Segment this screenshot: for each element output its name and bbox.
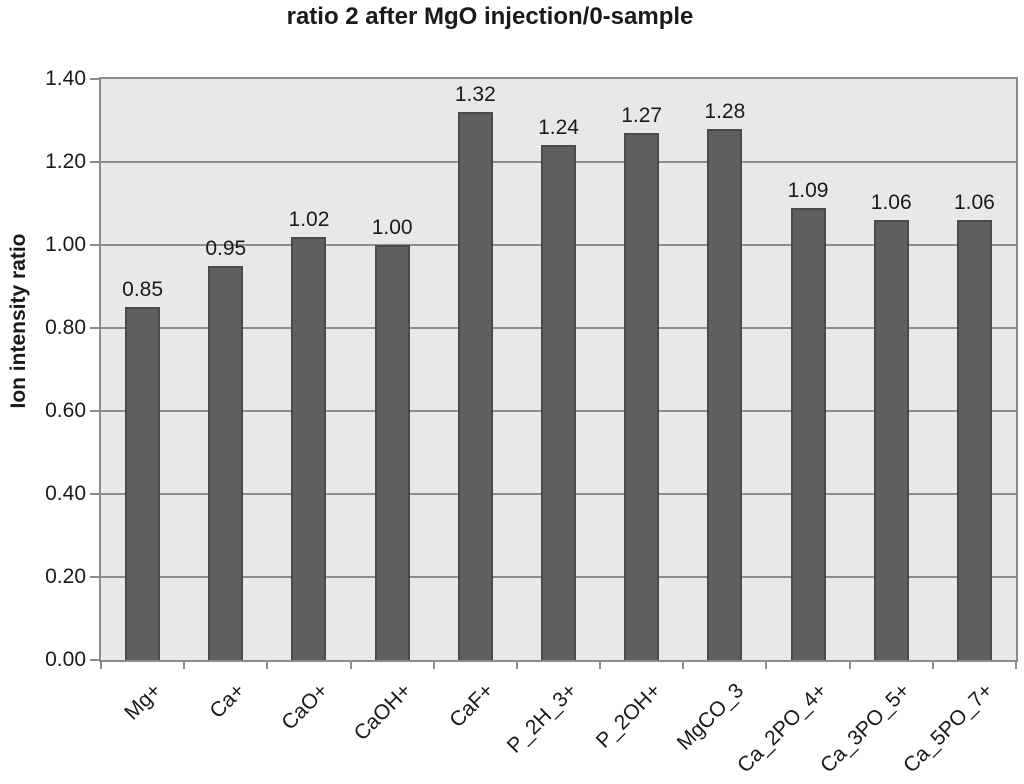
y-tick-label: 1.20 (45, 150, 86, 173)
bar-value-label: 1.06 (953, 191, 995, 215)
bar (125, 307, 161, 660)
bar (541, 145, 576, 660)
y-tick-mark (90, 244, 99, 246)
bar-value-label: 1.27 (621, 103, 663, 127)
x-tick-mark (1015, 660, 1017, 669)
plot-area: 0.85 0.95 1.02 1.00 1.32 1.24 1.27 1.28 1.09 1.06… (99, 77, 1018, 662)
bar (624, 132, 660, 660)
x-tick-mark (599, 660, 602, 669)
y-tick-mark (90, 659, 99, 661)
y-tick-label: 0.00 (45, 648, 86, 671)
y-tick-mark (90, 410, 99, 412)
y-tick-label: 0.40 (45, 482, 86, 505)
x-category-label-text: MgCO_3 (672, 679, 749, 755)
x-category-label-text: P_2H_3+ (503, 679, 582, 758)
y-tick-label: 1.00 (45, 233, 86, 256)
bar-value-label: 1.09 (787, 178, 829, 202)
x-tick-mark (765, 660, 768, 669)
y-tick-mark (90, 327, 99, 329)
x-category-label-text: CaO+ (276, 679, 333, 735)
bar (707, 128, 743, 660)
bar-value-label: 1.28 (704, 99, 746, 123)
bar-value-label: 1.00 (371, 216, 413, 239)
x-tick-mark (266, 660, 269, 669)
bar-value-label: 1.06 (870, 191, 912, 215)
x-tick-mark (349, 660, 352, 669)
x-category-label-text: CaOH+ (349, 679, 416, 746)
x-category-label-text: Ca_5PO_7+ (899, 679, 998, 778)
y-tick-mark (90, 78, 99, 80)
bar (873, 220, 909, 660)
x-tick-mark (931, 660, 934, 669)
x-tick-mark (432, 660, 435, 669)
x-tick-mark (848, 660, 851, 669)
bar (956, 220, 992, 660)
bar (790, 207, 826, 660)
x-tick-mark (100, 660, 102, 669)
y-tick-mark (90, 493, 99, 495)
x-tick-mark (183, 660, 186, 669)
x-category-label-text: Ca+ (205, 679, 250, 723)
bar (208, 265, 244, 660)
x-tick-mark (515, 660, 518, 669)
y-tick-label: 0.60 (45, 399, 86, 422)
y-tick-mark (90, 576, 99, 578)
bar-value-label: 0.95 (205, 236, 247, 260)
bar (291, 236, 327, 660)
y-tick-label: 0.80 (45, 316, 86, 339)
x-category-label-text: CaF+ (445, 679, 499, 732)
x-tick-mark (682, 660, 685, 669)
y-tick-label: 0.20 (45, 565, 86, 588)
bar-value-label: 0.85 (122, 278, 164, 302)
bar (374, 245, 410, 660)
y-tick-label: 1.40 (45, 67, 86, 90)
x-category-label-text: P_2OH+ (591, 679, 665, 753)
bar-value-label: 1.32 (454, 83, 496, 107)
bar (457, 112, 493, 660)
bar-value-label: 1.02 (288, 207, 330, 231)
y-tick-mark (90, 161, 99, 163)
bar-value-label: 1.24 (538, 116, 579, 140)
x-category-label-text: Mg+ (120, 679, 166, 725)
chart-title: ratio 2 after MgO injection/0-sample (286, 3, 694, 30)
